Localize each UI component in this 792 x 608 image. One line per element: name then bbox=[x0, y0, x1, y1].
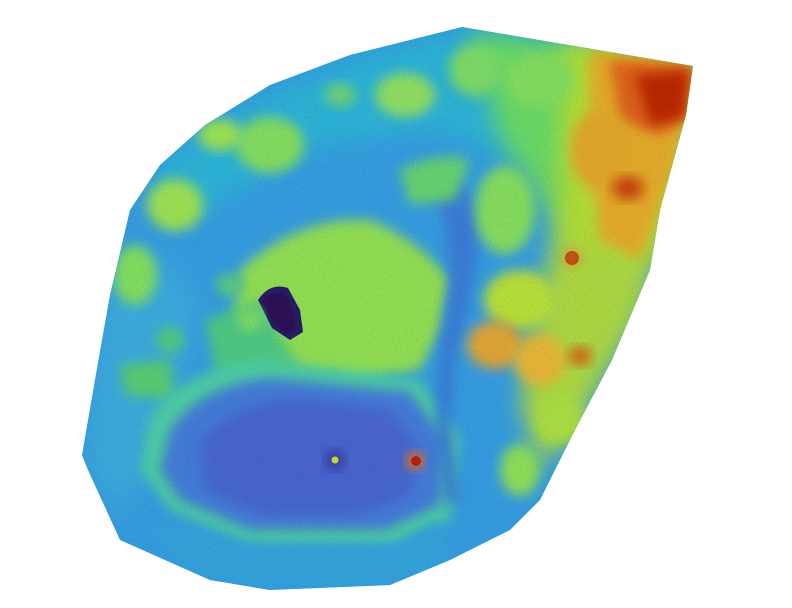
elevation-map bbox=[82, 27, 693, 590]
survey-area bbox=[82, 27, 693, 590]
